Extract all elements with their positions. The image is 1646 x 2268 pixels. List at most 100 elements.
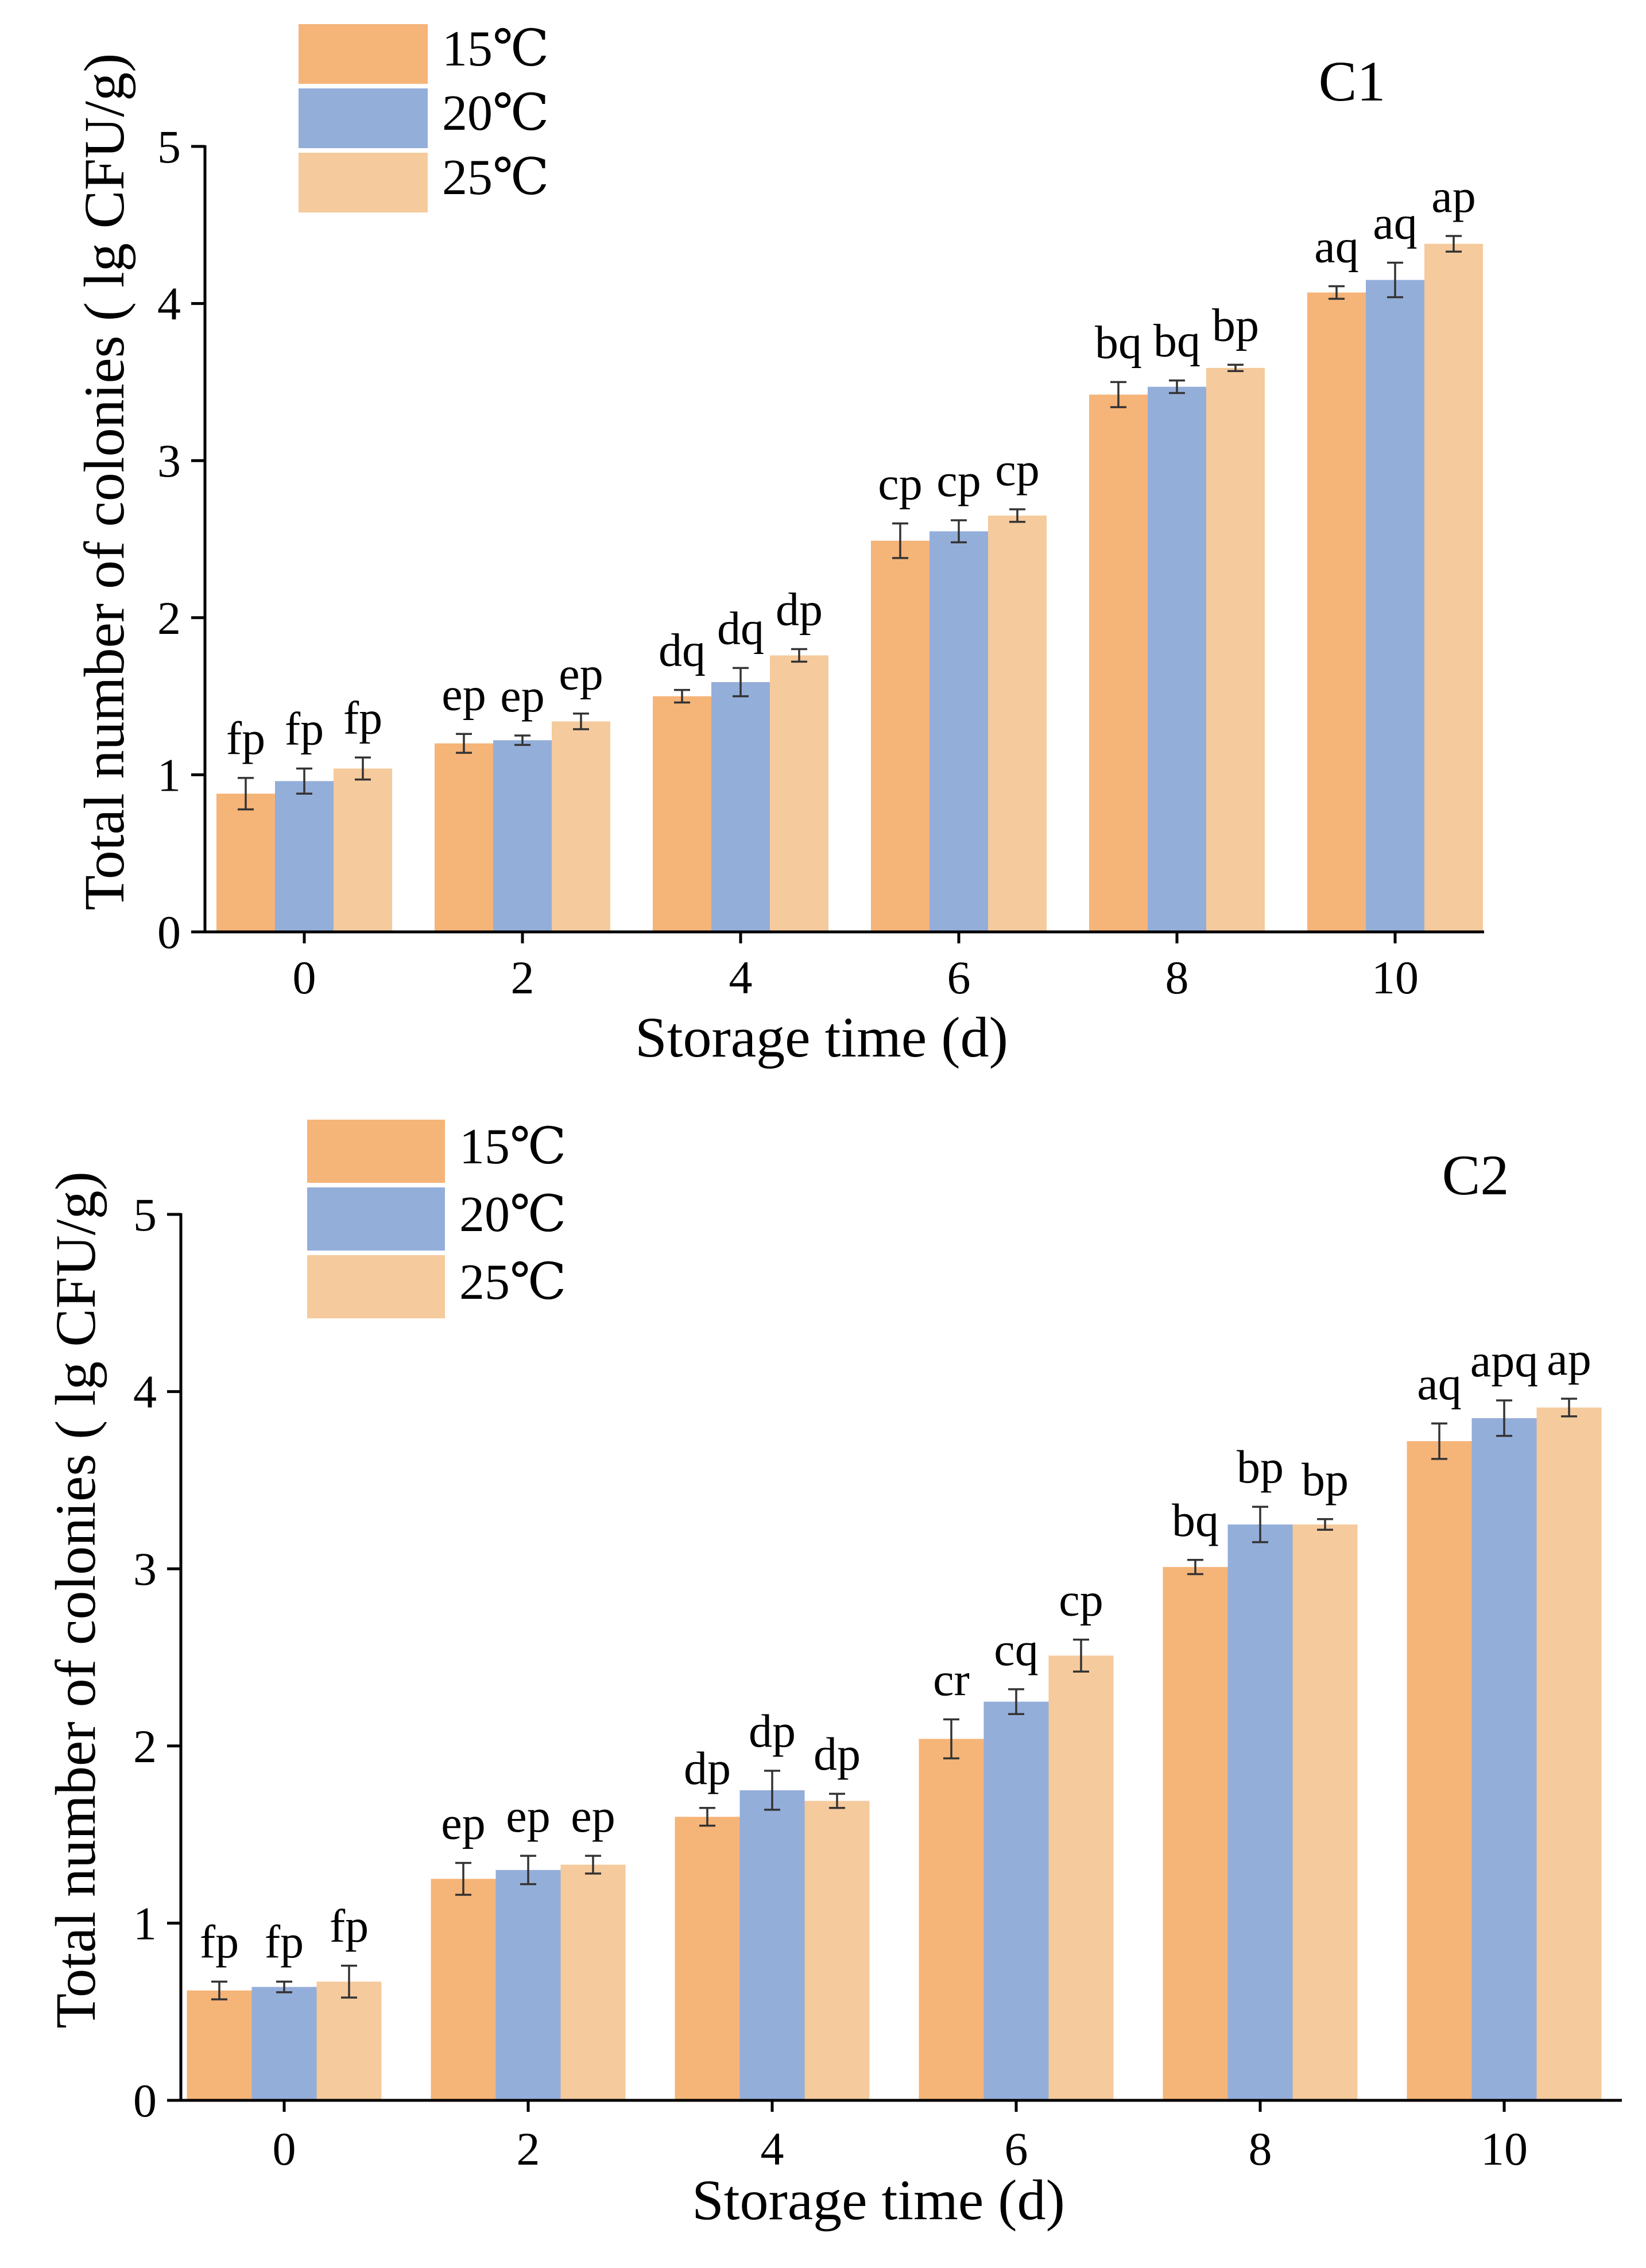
chart2-x-tick-label: 2 — [517, 2123, 540, 2175]
chart2-bar — [560, 1864, 626, 2100]
chart2-significance-label: fp — [200, 1915, 239, 1968]
chart2-significance-label: bp — [1302, 1453, 1349, 1505]
chart2-significance-label: bq — [1172, 1494, 1219, 1546]
chart1-x-axis-label: Storage time (d) — [635, 1005, 1008, 1069]
chart1-significance-label: cp — [995, 443, 1039, 496]
chart2-y-tick-label: 2 — [133, 1720, 157, 1772]
chart2-significance-label: fp — [330, 1899, 369, 1952]
chart1-y-tick-label: 1 — [157, 749, 181, 801]
chart1-significance-label: fp — [226, 712, 265, 764]
chart2-y-tick-label: 4 — [133, 1366, 157, 1418]
chart2-x-tick-label: 8 — [1249, 2123, 1272, 2175]
chart2-legend-label: 20℃ — [459, 1187, 566, 1243]
chart2-legend-swatch — [307, 1120, 445, 1183]
chart2-legend-label: 15℃ — [459, 1119, 566, 1175]
chart2-bar — [1163, 1567, 1228, 2100]
chart1-significance-label: fp — [343, 691, 382, 744]
chart1-bar — [334, 768, 392, 932]
chart1-bar — [493, 740, 552, 932]
chart2-y-tick-label: 5 — [133, 1189, 157, 1241]
chart1-bar — [275, 781, 334, 932]
chart1-legend-label: 20℃ — [442, 86, 549, 141]
chart1-x-tick-label: 8 — [1165, 951, 1189, 1004]
chart1-significance-label: aq — [1373, 196, 1417, 249]
chart2-bar — [1292, 1524, 1358, 2100]
chart2-x-tick-label: 0 — [273, 2123, 296, 2175]
chart1-legend-label: 15℃ — [442, 21, 549, 77]
chart2-bar — [1536, 1407, 1602, 2100]
chart1-significance-label: dq — [717, 602, 764, 654]
chart1-significance-label: cp — [878, 458, 922, 510]
chart1-x-tick-label: 6 — [947, 951, 971, 1004]
chart2-significance-label: dp — [814, 1728, 861, 1780]
chart1-bar — [1366, 280, 1424, 932]
chart2-bar — [675, 1817, 740, 2100]
chart2-bar — [187, 1990, 252, 2100]
chart1-y-tick-label: 4 — [157, 278, 181, 330]
chart2-bar — [983, 1701, 1049, 2100]
chart1-bar — [988, 515, 1047, 932]
chart1-significance-label: ep — [441, 668, 486, 720]
chart2-bar — [919, 1739, 984, 2100]
chart1-bar — [552, 721, 610, 932]
chart1-significance-label: ep — [559, 648, 603, 700]
chart1-bar — [770, 655, 828, 932]
chart1-x-tick-label: 4 — [729, 951, 753, 1004]
chart1-bar — [1206, 367, 1265, 932]
chart1-x-tick-label: 0 — [293, 951, 316, 1004]
chart1-bar — [435, 743, 493, 932]
chart1-bar — [711, 682, 770, 932]
chart1-y-tick-label: 0 — [157, 906, 181, 958]
chart1-bar — [871, 540, 929, 932]
chart2-bar — [1048, 1655, 1114, 2100]
chart1-bar — [216, 794, 275, 932]
chart2-bar — [739, 1790, 805, 2100]
chart2-y-tick-label: 0 — [133, 2075, 157, 2127]
chart1-bar — [929, 531, 988, 932]
chart1-legend-label: 25℃ — [442, 150, 549, 206]
chart2-significance-label: ap — [1547, 1333, 1591, 1385]
chart2-significance-label: dp — [684, 1742, 731, 1794]
chart2-legend-label: 25℃ — [459, 1255, 566, 1310]
chart2-bar — [251, 1987, 317, 2100]
chart1-x-tick-label: 10 — [1372, 951, 1419, 1004]
chart2-x-tick-label: 6 — [1005, 2123, 1028, 2175]
chart1-significance-label: ap — [1431, 170, 1475, 222]
chart2-significance-label: ep — [571, 1790, 615, 1842]
chart2-significance-label: ep — [506, 1790, 550, 1842]
chart1-legend-swatch — [299, 153, 428, 212]
chart2-y-axis-label: Total number of colonies ( lg CFU/g) — [44, 1171, 107, 2029]
chart1-bar — [1089, 394, 1148, 932]
chart2-bar — [495, 1870, 561, 2100]
chart2-bar — [431, 1879, 496, 2100]
chart1-significance-label: bp — [1212, 299, 1259, 351]
chart1-legend-swatch — [299, 88, 428, 148]
chart2-significance-label: apq — [1470, 1334, 1538, 1387]
chart1-significance-label: cp — [936, 454, 981, 506]
chart2-x-tick-label: 10 — [1481, 2123, 1528, 2175]
chart1-y-tick-label: 3 — [157, 435, 181, 487]
chart1-significance-label: ep — [500, 669, 544, 722]
chart2-significance-label: aq — [1417, 1357, 1461, 1410]
chart2-bar — [1227, 1524, 1293, 2100]
chart2-significance-label: cq — [994, 1623, 1038, 1675]
chart1-legend-swatch — [299, 24, 428, 84]
chart1-significance-label: bq — [1095, 316, 1142, 368]
chart2-bar — [1407, 1441, 1472, 2100]
chart2-bar — [1471, 1418, 1537, 2100]
chart1-y-tick-label: 2 — [157, 592, 181, 644]
chart1-y-axis-label: Total number of colonies ( lg CFU/g) — [72, 53, 136, 911]
chart1-bar — [1148, 386, 1206, 932]
chart2-significance-label: dp — [749, 1705, 796, 1757]
chart2-significance-label: fp — [265, 1915, 304, 1968]
chart1-significance-label: aq — [1314, 220, 1358, 273]
chart2-significance-label: bp — [1237, 1441, 1284, 1493]
chart1-bar — [653, 696, 711, 932]
chart2-y-tick-label: 1 — [133, 1897, 157, 1949]
chart1-significance-label: dp — [776, 583, 823, 636]
chart1-significance-label: fp — [285, 702, 324, 754]
chart2-bar — [316, 1981, 382, 2100]
chart2-y-tick-label: 3 — [133, 1543, 157, 1595]
